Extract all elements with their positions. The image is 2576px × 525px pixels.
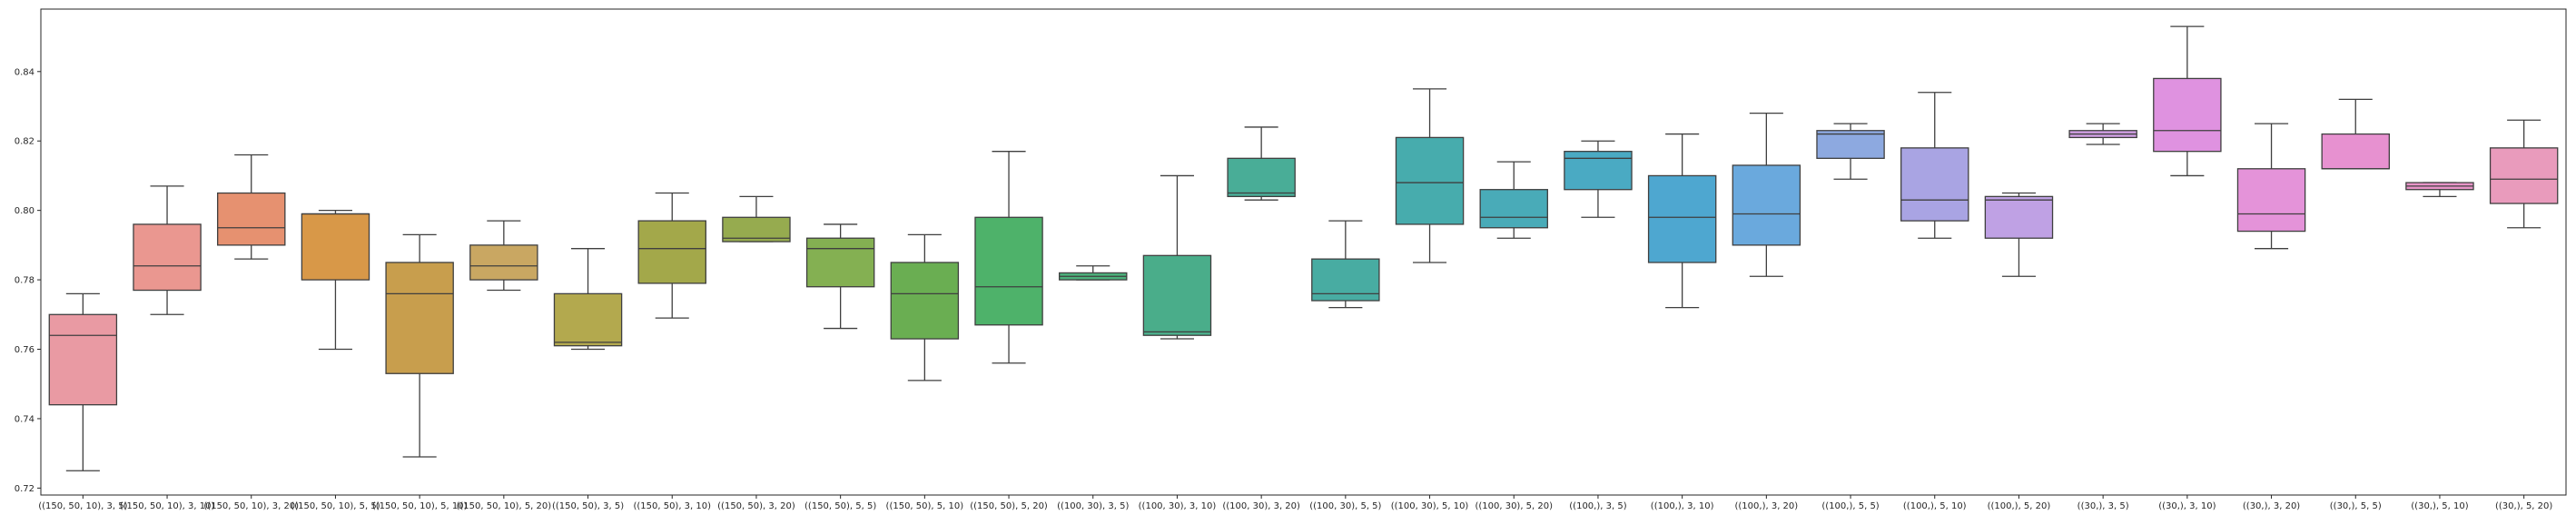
axes-frame [40,8,2567,496]
x-tick-label: ((150, 50), 5, 10) [886,501,964,511]
box [1227,157,1296,198]
x-tick-label: ((100,), 3, 10) [1651,501,1714,511]
box [1900,147,1969,222]
y-tick-label: 0.82 [15,137,35,147]
x-tick-label: ((100, 30), 3, 10) [1139,501,1217,511]
x-tick-label: ((100,), 5, 10) [1903,501,1967,511]
box [553,292,623,347]
box [1311,258,1380,302]
x-tick-label: ((150, 50), 5, 5) [804,501,876,511]
box [385,262,454,374]
x-tick-label: ((150, 50, 10), 5, 10) [372,501,468,511]
box [637,220,706,284]
x-tick-label: ((150, 50), 3, 10) [633,501,711,511]
x-tick-label: ((150, 50), 5, 20) [970,501,1048,511]
box [2321,133,2390,170]
box [48,313,118,406]
box [890,262,960,340]
box [1732,164,1801,246]
x-tick-label: ((30,), 5, 10) [2411,501,2468,511]
x-tick-label: ((100, 30), 5, 20) [1475,501,1553,511]
x-tick-label: ((100,), 3, 5) [1569,501,1626,511]
box [133,223,202,292]
box [1984,195,2054,239]
box [1142,254,1212,336]
x-tick-label: ((150, 50, 10), 5, 20) [457,501,552,511]
x-tick-label: ((30,), 3, 10) [2158,501,2216,511]
x-tick-label: ((150, 50), 3, 20) [717,501,795,511]
box [217,192,286,246]
box [1816,130,1885,159]
box [1395,136,1465,225]
x-tick-label: ((100,), 5, 20) [1988,501,2051,511]
x-tick-label: ((100, 30), 3, 20) [1222,501,1300,511]
y-tick-label: 0.84 [15,67,35,77]
box [1647,174,1717,263]
box [974,216,1043,326]
x-tick-label: ((150, 50), 3, 5) [552,501,624,511]
x-tick-label: ((100, 30), 5, 10) [1391,501,1469,511]
box [1564,151,1633,191]
box [2236,168,2306,233]
box [805,237,875,288]
y-tick-label: 0.76 [15,345,35,355]
x-tick-label: ((100,), 5, 5) [1821,501,1879,511]
x-tick-label: ((150, 50, 10), 3, 10) [120,501,215,511]
box [1479,189,1548,229]
x-tick-label: ((30,), 3, 5) [2078,501,2129,511]
x-tick-label: ((30,), 5, 20) [2495,501,2552,511]
x-tick-label: ((100,), 3, 20) [1735,501,1799,511]
y-tick-label: 0.78 [15,276,35,286]
box [2489,147,2559,204]
x-tick-label: ((150, 50, 10), 5, 5) [291,501,380,511]
box [2153,77,2222,153]
x-tick-label: ((30,), 5, 5) [2330,501,2382,511]
y-tick-label: 0.80 [15,206,35,216]
x-tick-label: ((150, 50, 10), 3, 5) [38,501,127,511]
x-tick-label: ((30,), 3, 20) [2243,501,2300,511]
box [301,213,370,281]
x-tick-label: ((150, 50, 10), 3, 20) [203,501,299,511]
box [469,244,538,281]
y-tick-label: 0.72 [15,484,35,494]
y-tick-label: 0.74 [15,414,35,424]
x-tick-label: ((100, 30), 3, 5) [1057,501,1129,511]
x-tick-label: ((100, 30), 5, 5) [1309,501,1381,511]
plot-area: 0.72 0.74 0.76 0.78 0.80 0.82 0.84 ((150, 50, 1… [15,8,2567,511]
